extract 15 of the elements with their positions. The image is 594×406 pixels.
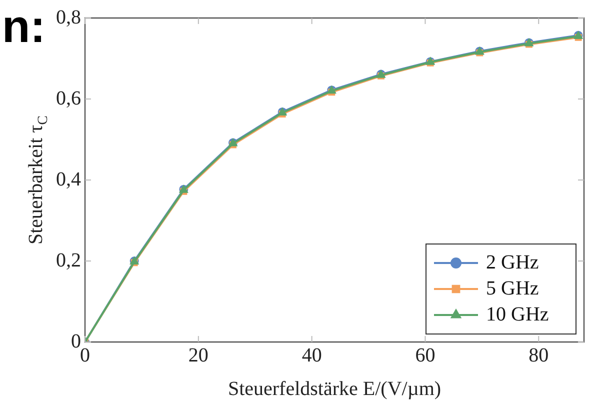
legend-label: 10 GHz (486, 303, 549, 326)
x-tick-label: 20 (188, 344, 208, 366)
y-axis-title: Steuerbarkeit τC (25, 115, 51, 244)
x-tick-label: 80 (528, 344, 549, 366)
legend-label: 2 GHz (486, 251, 539, 274)
x-tick-label: 60 (415, 344, 436, 366)
x-axis-title: Steuerfeldstärke E/(V/µm) (228, 378, 442, 400)
x-tick-label: 40 (302, 344, 322, 366)
y-tick-label: 0,2 (56, 249, 81, 272)
legend-label: 5 GHz (486, 277, 539, 300)
text: n: (2, 0, 46, 52)
y-tick-label: 0,6 (56, 87, 81, 110)
y-tick-label: 0,8 (56, 6, 81, 28)
y-tick-label: 0 (71, 330, 81, 352)
y-tick-label: 0,4 (56, 168, 81, 190)
